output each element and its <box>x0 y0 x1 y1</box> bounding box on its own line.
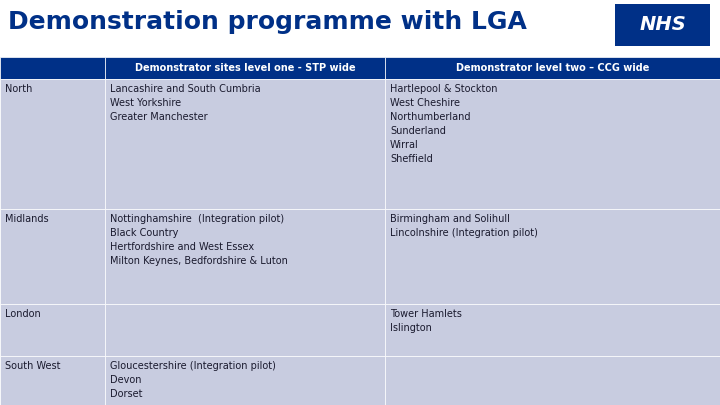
Text: Sunderland: Sunderland <box>390 126 446 136</box>
Text: Demonstrator sites level one - STP wide: Demonstrator sites level one - STP wide <box>135 63 355 73</box>
Text: West Yorkshire: West Yorkshire <box>110 98 181 108</box>
Text: NHS: NHS <box>639 15 686 34</box>
Text: Tower Hamlets: Tower Hamlets <box>390 309 462 319</box>
Text: West Cheshire: West Cheshire <box>390 98 460 108</box>
Bar <box>105 79 385 209</box>
Text: Black Country: Black Country <box>110 228 179 238</box>
Bar <box>385 356 720 405</box>
Text: London: London <box>5 309 41 319</box>
Bar <box>105 304 385 356</box>
Text: Islington: Islington <box>390 323 432 333</box>
Text: Sheffield: Sheffield <box>390 154 433 164</box>
Bar <box>0 79 105 209</box>
Text: Milton Keynes, Bedfordshire & Luton: Milton Keynes, Bedfordshire & Luton <box>110 256 288 266</box>
Text: Hartlepool & Stockton: Hartlepool & Stockton <box>390 84 498 94</box>
Text: Midlands: Midlands <box>5 214 49 224</box>
Bar <box>105 356 385 405</box>
Text: Lancashire and South Cumbria: Lancashire and South Cumbria <box>110 84 261 94</box>
Bar <box>385 79 720 209</box>
Text: Dorset: Dorset <box>110 389 143 399</box>
Text: Demonstration programme with LGA: Demonstration programme with LGA <box>8 10 527 34</box>
Bar <box>105 209 385 304</box>
Bar <box>0 57 105 79</box>
Text: Gloucestershire (Integration pilot): Gloucestershire (Integration pilot) <box>110 361 276 371</box>
Text: South West: South West <box>5 361 60 371</box>
Text: Hertfordshire and West Essex: Hertfordshire and West Essex <box>110 242 254 252</box>
Bar <box>0 304 105 356</box>
Text: Lincolnshire (Integration pilot): Lincolnshire (Integration pilot) <box>390 228 538 238</box>
Bar <box>385 209 720 304</box>
Text: Demonstrator level two – CCG wide: Demonstrator level two – CCG wide <box>456 63 649 73</box>
Bar <box>105 57 385 79</box>
Text: Northumberland: Northumberland <box>390 112 470 122</box>
Bar <box>615 4 710 46</box>
Text: Nottinghamshire  (Integration pilot): Nottinghamshire (Integration pilot) <box>110 214 284 224</box>
Text: Birmingham and Solihull: Birmingham and Solihull <box>390 214 510 224</box>
Text: North: North <box>5 84 32 94</box>
Text: Greater Manchester: Greater Manchester <box>110 112 207 122</box>
Bar <box>0 209 105 304</box>
Text: Devon: Devon <box>110 375 142 385</box>
Text: Wirral: Wirral <box>390 140 419 150</box>
Bar <box>385 304 720 356</box>
Bar <box>0 356 105 405</box>
Bar <box>385 57 720 79</box>
